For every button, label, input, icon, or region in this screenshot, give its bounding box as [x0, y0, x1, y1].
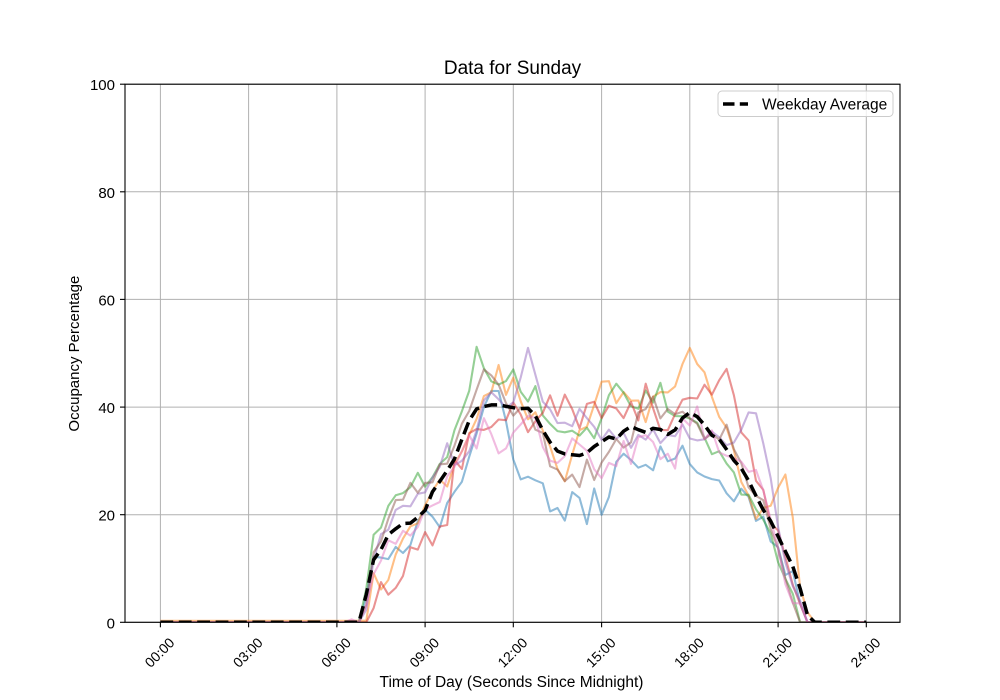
svg-text:80: 80: [98, 185, 115, 202]
svg-text:100: 100: [90, 77, 115, 94]
svg-text:40: 40: [98, 400, 115, 417]
svg-text:20: 20: [98, 508, 115, 525]
svg-text:0: 0: [107, 615, 115, 632]
svg-text:Time of Day (Seconds Since Mid: Time of Day (Seconds Since Midnight): [380, 674, 644, 691]
svg-text:60: 60: [98, 292, 115, 309]
svg-text:Weekday Average: Weekday Average: [762, 96, 887, 113]
svg-text:Data for Sunday: Data for Sunday: [444, 58, 582, 79]
svg-text:Occupancy Percentage: Occupancy Percentage: [66, 276, 83, 432]
